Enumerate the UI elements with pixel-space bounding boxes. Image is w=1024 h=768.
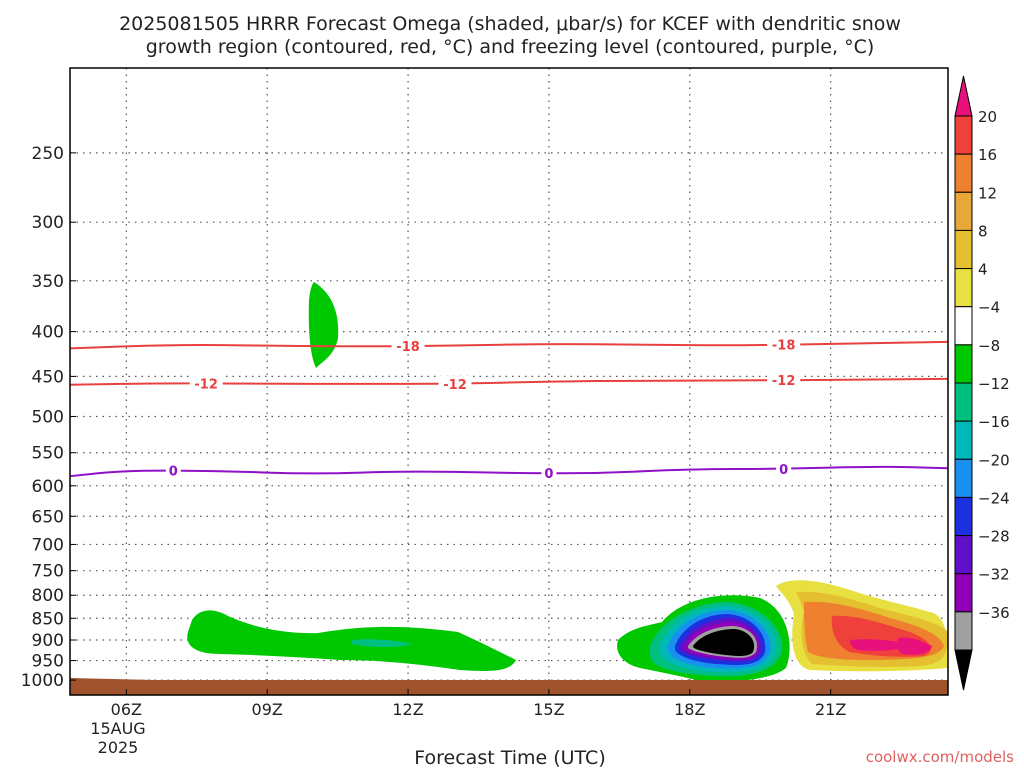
contour-label-bg [438,375,472,391]
omega-region-low-teal [352,639,412,647]
y-tick-label: 400 [32,323,64,343]
x-axis-label: Forecast Time (UTC) [414,747,605,768]
omega-region-magenta-core [896,637,932,655]
colorbar-level-label: −24 [978,489,1010,507]
colorbar-segment [954,535,973,575]
surface-terrain [70,678,948,695]
colorbar-level-label: −16 [978,413,1010,431]
colorbar-level-label: −32 [978,566,1010,584]
colorbar-segment [954,382,973,422]
contour-label-bg [165,462,181,478]
omega-region-magenta [850,639,910,651]
colorbar-segment [954,153,973,193]
y-tick-label: 450 [32,367,64,387]
x-tick-label: 21Z [815,700,846,719]
colorbar-level-label: 8 [978,222,988,240]
x-tick-label: 06Z [111,700,142,719]
contour-label: -12 [443,378,467,393]
colorbar-level-label: 20 [978,108,997,126]
chart-title-line1: 2025081505 HRRR Forecast Omega (shaded, … [119,13,901,35]
date-label-day: 15AUG [90,719,145,738]
colorbar-level-label: −8 [978,337,1000,355]
temperature-contours: -18 -18 -12 -12 -12 0 0 0 [69,336,949,482]
omega-region-low-green [187,610,516,671]
contour-label-bg [776,460,792,476]
contour-label-bg [391,338,425,354]
colorbar-segment [954,229,973,270]
colorbar-segment [954,611,973,651]
y-tick-label: 700 [32,535,64,555]
x-tick-label: 15Z [533,700,564,719]
x-tick-label: 09Z [252,700,283,719]
watermark-text: coolwx.com/models [866,748,1014,766]
contour-label: -12 [772,374,796,389]
y-tick-label: 550 [32,444,64,464]
colorbar-top-arrow [954,75,973,117]
contour-label: -18 [396,340,420,355]
chart-title-line2: growth region (contoured, red, °C) and f… [146,36,875,58]
contour-label: 0 [544,467,553,482]
y-tick-label: 850 [32,609,64,629]
colorbar-segment [954,420,973,460]
y-tick-label: 500 [32,407,64,427]
colorbar-segment [954,573,973,613]
x-tick-label: 12Z [392,700,423,719]
y-tick-label: 300 [32,213,64,233]
y-tick-label: 800 [32,586,64,606]
y-tick-label: 600 [32,477,64,497]
colorbar-level-label: −36 [978,604,1010,622]
y-tick-label: 350 [32,272,64,292]
colorbar-level-label: 12 [978,184,997,202]
date-label-year: 2025 [98,738,139,757]
colorbar-segment [954,458,973,498]
contour-label: 0 [169,465,178,480]
colorbar-level-label: 4 [978,261,988,279]
colorbar-level-label: −12 [978,375,1010,393]
contour-label-bg [767,372,801,388]
colorbar-segment [954,268,973,308]
colorbar: 20 16 12 8 4 −4 −8 −12 −16 −20 −24 −28 −32 −36 [954,75,1010,691]
x-axis-time-ticks: 06Z 09Z 12Z 15Z 18Z 21Z [111,689,846,719]
colorbar-segment [954,496,973,537]
colorbar-segment [954,115,973,155]
colorbar-level-label: 16 [978,146,997,164]
colorbar-level-label: −20 [978,451,1010,469]
y-tick-label: 1000 [21,671,64,691]
colorbar-segment [954,191,973,231]
contour-label-bg [189,375,223,391]
y-tick-label: 750 [32,562,64,582]
contour-label-bg [541,465,557,481]
omega-shading [187,282,948,682]
y-tick-label: 250 [32,144,64,164]
contour-label: 0 [779,463,788,478]
y-tick-label: 650 [32,507,64,527]
contour-line [69,340,949,350]
y-tick-label: 900 [32,631,64,651]
omega-region-black [693,629,755,656]
colorbar-level-label: −4 [978,299,1000,317]
contour-label: -12 [194,377,218,392]
colorbar-segment [954,344,973,384]
colorbar-bottom-arrow [954,649,973,691]
y-axis-pressure-ticks: 2503003504004505005506006507007508008509… [21,144,76,691]
colorbar-segment [954,306,973,346]
contour-label-bg [767,336,801,352]
y-tick-label: 950 [32,652,64,672]
x-tick-label: 18Z [674,700,705,719]
colorbar-level-label: −28 [978,528,1010,546]
plot-frame [69,67,949,696]
contour-label: -18 [772,339,796,354]
